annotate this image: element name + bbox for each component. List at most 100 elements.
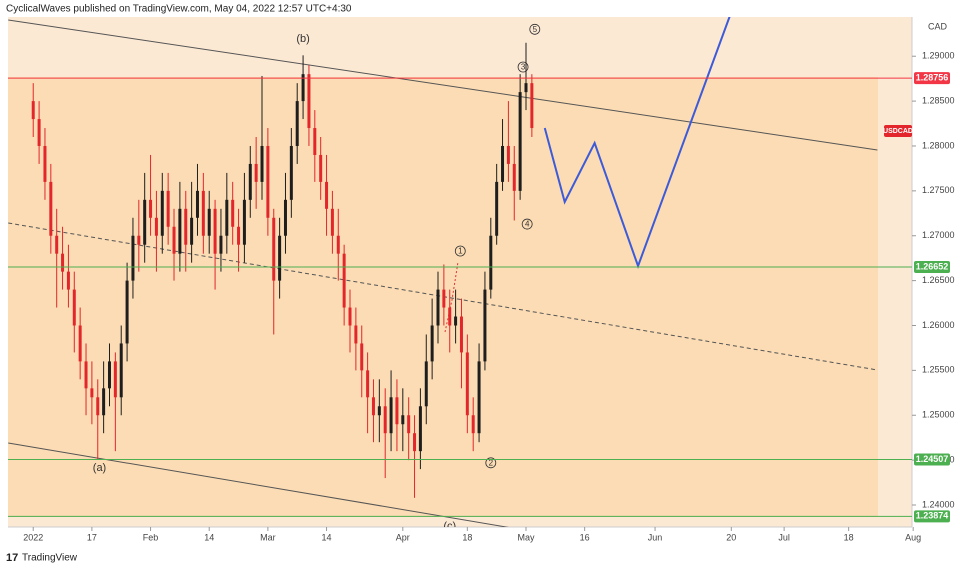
candle-body: [248, 163, 252, 200]
candle-body: [518, 92, 522, 191]
candle-body: [501, 145, 505, 182]
wave-circle: [454, 245, 466, 257]
y-tick-label: 1.24000: [922, 499, 955, 509]
candle-body: [407, 415, 411, 434]
candle-body: [266, 145, 270, 218]
candle-body: [489, 235, 493, 290]
x-tick-label: Feb: [143, 532, 159, 542]
candle-body: [272, 217, 276, 281]
candle-body: [84, 361, 88, 389]
candle-body: [254, 163, 258, 182]
y-tick-label: 1.27500: [922, 185, 955, 195]
candle-body: [283, 199, 287, 236]
y-tick-label: 1.26000: [922, 320, 955, 330]
wave-label: (c): [443, 520, 456, 532]
currency: CAD: [928, 21, 948, 31]
x-tick-label: 17: [87, 532, 97, 542]
candle-body: [49, 181, 53, 236]
logo-mark: 17: [6, 552, 18, 564]
projection-line: [543, 17, 731, 269]
candle-body: [172, 226, 176, 254]
x-tick-label: 18: [844, 532, 854, 542]
candle-body: [201, 190, 205, 236]
wave-circle: [485, 457, 497, 469]
symbol-label: USDCAD: [883, 128, 913, 135]
candle-body: [149, 199, 153, 218]
candle-body: [178, 208, 182, 254]
candle-body: [131, 235, 135, 281]
trendline: [8, 19, 878, 151]
candle-body: [113, 361, 117, 398]
level-tag: [914, 260, 950, 273]
x-tick-label: 14: [322, 532, 332, 542]
candle-body: [330, 208, 334, 236]
candle-body: [143, 199, 147, 245]
candle-body: [360, 343, 364, 371]
level-tag: [914, 72, 950, 85]
candle-body: [383, 406, 387, 434]
candle-body: [424, 361, 428, 407]
candle-body: [483, 289, 487, 362]
candle-body: [348, 307, 352, 326]
level-tag: [914, 510, 950, 523]
wave-label: 5: [533, 25, 538, 34]
candle-body: [295, 101, 299, 146]
candle-body: [471, 415, 475, 434]
candle-body: [43, 145, 47, 182]
level-label: 1.26652: [916, 261, 949, 271]
wave-label: 2: [489, 458, 494, 467]
candle-body: [477, 361, 481, 434]
candle-body: [107, 361, 111, 389]
x-tick-label: Aug: [905, 532, 921, 542]
candle-body: [119, 343, 123, 398]
y-tick-label: 1.27000: [922, 230, 955, 240]
candle-body: [413, 433, 417, 452]
footer-logo: 17 TradingView: [6, 552, 78, 564]
header: CyclicalWaves published on TradingView.c…: [6, 4, 352, 15]
wave-circle: [517, 61, 529, 73]
candle-body: [401, 415, 405, 425]
candle-body: [313, 128, 317, 155]
candle-body: [289, 145, 293, 200]
candle-body: [190, 217, 194, 245]
candle-body: [465, 352, 469, 416]
candle-body: [184, 208, 188, 245]
candle-body: [55, 235, 59, 254]
y-tick-label: 1.28000: [922, 140, 955, 150]
candle-body: [319, 154, 323, 182]
candle-body: [377, 406, 381, 416]
candle-body: [213, 208, 217, 254]
candle-body: [66, 271, 70, 290]
candle-body: [207, 208, 211, 236]
candle-body: [371, 397, 375, 416]
candle-body: [72, 289, 76, 326]
trendline: [8, 442, 510, 527]
symbol-tag: [884, 125, 912, 137]
candle-body: [78, 325, 82, 362]
candle-body: [448, 307, 452, 326]
candle-body: [342, 253, 346, 308]
candle-body: [454, 316, 458, 326]
candle-body: [395, 397, 399, 425]
candle-body: [354, 325, 358, 344]
x-tick-label: Jun: [648, 532, 663, 542]
wave-label: 4: [525, 220, 530, 229]
candle-body: [260, 145, 264, 182]
candle-body: [31, 101, 35, 120]
y-tick-label: 1.26500: [922, 275, 955, 285]
x-tick-label: Mar: [260, 532, 276, 542]
x-tick-label: 20: [726, 532, 736, 542]
candle-body: [61, 253, 65, 272]
wave-guide: [444, 261, 459, 333]
x-tick-label: Jul: [778, 532, 790, 542]
candle-body: [90, 388, 94, 398]
wave-label: (b): [296, 33, 309, 45]
candle-body: [37, 119, 41, 146]
level-tag: [914, 453, 950, 466]
candle-body: [125, 280, 129, 344]
wave-circle: [529, 23, 541, 35]
candle-body: [389, 397, 393, 434]
candle-body: [366, 370, 370, 398]
candle-body: [102, 388, 106, 416]
